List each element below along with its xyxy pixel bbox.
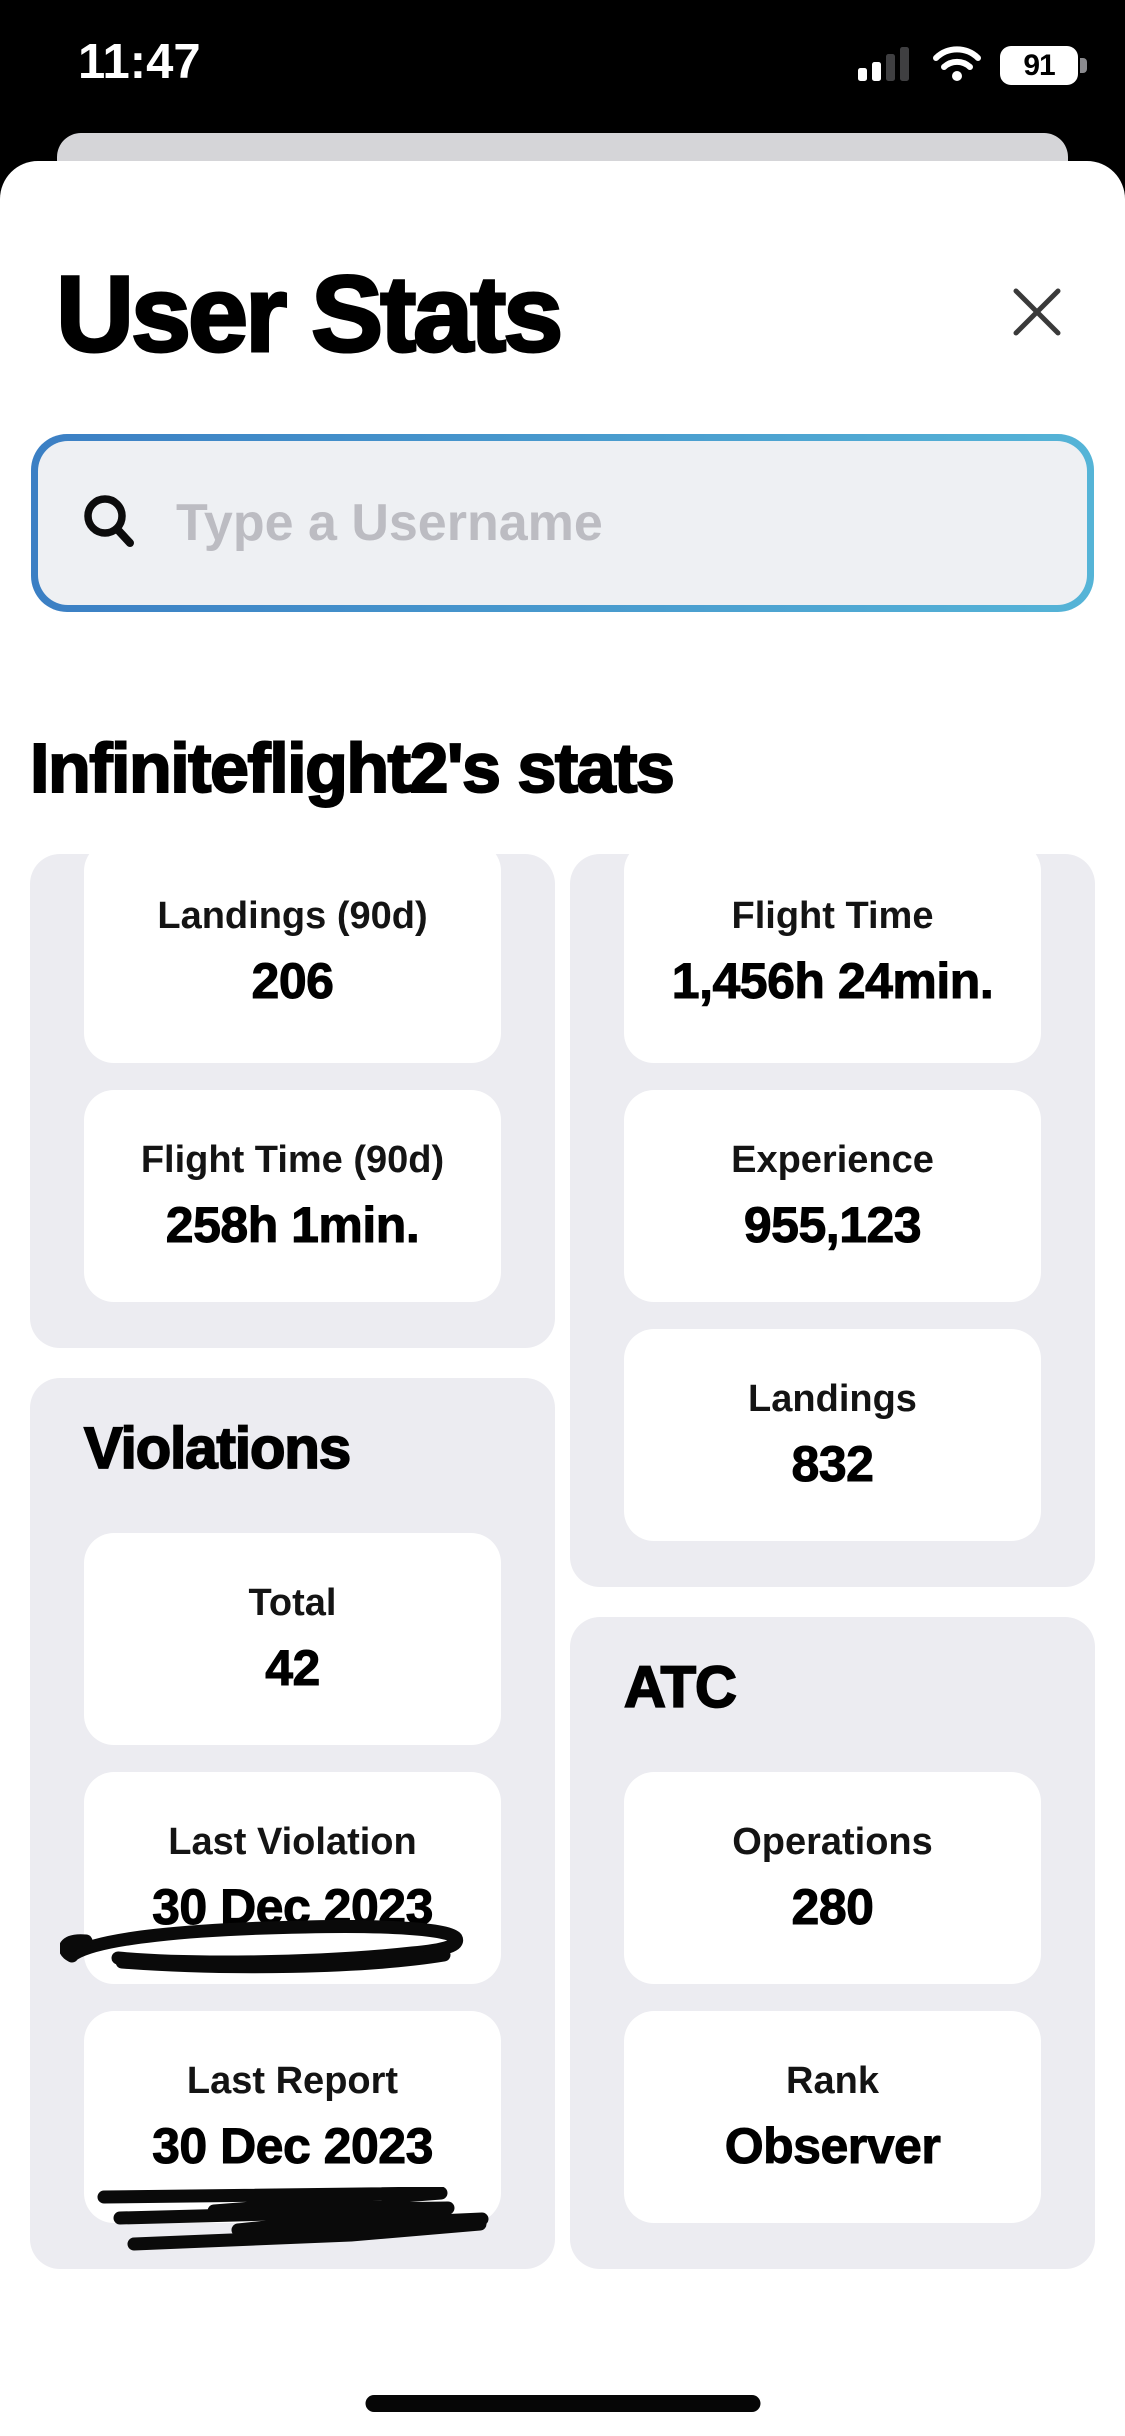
battery-icon: 91 (1000, 46, 1087, 85)
card-last-report: Last Report 30 Dec 2023 (84, 2011, 501, 2251)
card-value: 280 (791, 1878, 874, 1935)
card-flight-time-90d: Flight Time (90d) 258h 1min. (84, 1090, 501, 1303)
card-atc-operations: Operations 280 (624, 1772, 1041, 1985)
card-value: 832 (791, 1435, 874, 1492)
search-bar (31, 434, 1094, 613)
card-value: 955,123 (743, 1196, 922, 1253)
card-value: 258h 1min. (165, 1196, 420, 1253)
stats-heading: Infiniteflight2's stats (29, 728, 676, 808)
sheet-header: User Stats (0, 161, 1125, 374)
redaction-scribble (97, 2187, 489, 2251)
card-value: 1,456h 24min. (671, 952, 994, 1009)
panel-atc: ATC Operations 280 Rank Observer (570, 1617, 1095, 2270)
close-button[interactable] (1009, 286, 1065, 342)
card-label: Landings (90d) (157, 894, 428, 937)
battery-percent: 91 (1023, 48, 1055, 82)
card-violations-total: Total 42 (84, 1533, 501, 1746)
card-value: 30 Dec 2023 (152, 1878, 434, 1935)
status-icons: 91 (858, 44, 1087, 87)
home-indicator[interactable] (365, 2395, 760, 2412)
card-label: Experience (731, 1138, 934, 1181)
card-value: 30 Dec 2023 (152, 2117, 434, 2174)
battery-cap (1080, 58, 1087, 73)
card-label: Flight Time (731, 894, 934, 937)
card-label: Landings (748, 1377, 917, 1420)
wifi-icon (932, 44, 982, 87)
atc-header: ATC (623, 1654, 738, 1721)
column-right: Flight Time 1,456h 24min. Experience 955… (570, 854, 1095, 2270)
card-flight-time-total: Flight Time 1,456h 24min. (624, 854, 1041, 1064)
card-label: Flight Time (90d) (140, 1138, 445, 1181)
column-left: Landings (90d) 206 Flight Time (90d) 258… (30, 854, 555, 2270)
card-value: Observer (724, 2117, 941, 2174)
panel-totals: Flight Time 1,456h 24min. Experience 955… (570, 854, 1095, 1588)
card-label: Rank (786, 2059, 879, 2102)
cellular-signal-icon (858, 45, 914, 86)
violations-header: Violations (83, 1415, 352, 1482)
card-label: Last Report (186, 2059, 399, 2102)
card-label: Operations (732, 1820, 933, 1863)
card-label: Last Violation (168, 1820, 417, 1863)
close-icon (1011, 286, 1063, 341)
status-time: 11:47 (78, 35, 201, 89)
card-label: Total (248, 1581, 337, 1624)
card-value: 42 (265, 1639, 321, 1696)
card-value: 206 (251, 952, 334, 1009)
search-field (38, 441, 1087, 606)
user-stats-modal: User Stats Infiniteflight2's stats (0, 161, 1125, 2436)
card-landings-90d: Landings (90d) 206 (84, 854, 501, 1064)
status-bar: 11:47 91 (0, 0, 1125, 133)
stats-grid: Landings (90d) 206 Flight Time (90d) 258… (30, 854, 1095, 2270)
search-input[interactable] (176, 493, 1045, 554)
panel-recent-90d: Landings (90d) 206 Flight Time (90d) 258… (30, 854, 555, 1349)
page-title: User Stats (54, 253, 564, 374)
card-landings-total: Landings 832 (624, 1329, 1041, 1542)
card-last-violation: Last Violation 30 Dec 2023 (60, 1772, 501, 1985)
card-experience: Experience 955,123 (624, 1090, 1041, 1303)
card-atc-rank: Rank Observer (624, 2011, 1041, 2224)
panel-violations: Violations Total 42 Last Violation 30 De… (30, 1378, 555, 2270)
search-icon (80, 492, 138, 555)
